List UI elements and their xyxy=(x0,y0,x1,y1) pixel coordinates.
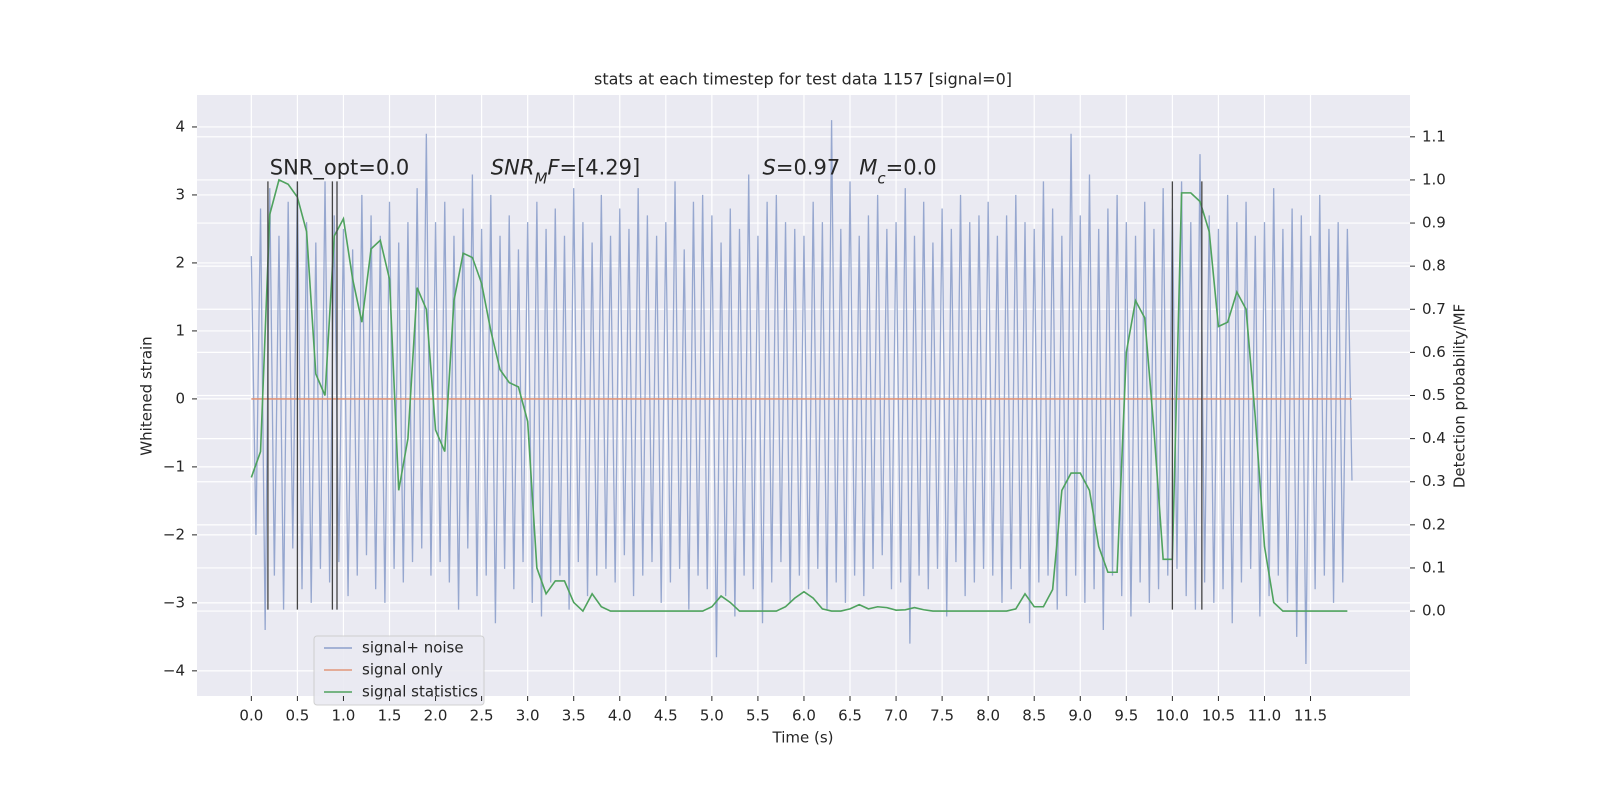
x-axis-label: Time (s) xyxy=(772,729,834,747)
x-tick-label: 9.5 xyxy=(1114,707,1138,725)
x-tick-label: 0.0 xyxy=(239,707,263,725)
x-tick-label: 9.0 xyxy=(1068,707,1092,725)
y2-tick-label: 1.1 xyxy=(1422,127,1446,145)
chart-title: stats at each timestep for test data 115… xyxy=(594,70,1012,89)
x-tick-label: 11.5 xyxy=(1294,707,1327,725)
y2-axis-label: Detection probability/MF xyxy=(1451,304,1469,488)
y2-tick-label: 0.0 xyxy=(1422,602,1446,620)
legend-label: signal+ noise xyxy=(362,639,464,657)
legend-box xyxy=(313,635,485,706)
x-tick-label: 1.0 xyxy=(332,707,356,725)
y-axis-label: Whitened strain xyxy=(138,336,156,455)
x-tick-label: 4.5 xyxy=(654,707,678,725)
y-tick-label: 3 xyxy=(175,185,185,203)
x-tick-label: 10.0 xyxy=(1156,707,1189,725)
y2-tick-label: 0.6 xyxy=(1422,343,1446,361)
annotation-part: c xyxy=(877,170,886,188)
y-tick-label: −3 xyxy=(163,593,185,611)
annotation-part: SNR_opt=0.0 xyxy=(270,156,410,181)
x-tick-label: 8.5 xyxy=(1022,707,1046,725)
x-tick-label: 10.5 xyxy=(1202,707,1235,725)
x-tick-label: 3.0 xyxy=(516,707,540,725)
x-tick-label: 5.0 xyxy=(700,707,724,725)
x-tick-label: 8.0 xyxy=(976,707,1000,725)
x-tick-label: 3.5 xyxy=(562,707,586,725)
annotation: S=0.97 xyxy=(763,156,841,180)
y2-tick-label: 0.7 xyxy=(1422,300,1446,318)
x-tick-label: 6.5 xyxy=(838,707,862,725)
y-tick-label: −4 xyxy=(163,661,185,679)
annotation: SNR_opt=0.0 xyxy=(270,156,410,181)
annotation-part: M xyxy=(534,170,547,188)
x-tick-label: 2.0 xyxy=(424,707,448,725)
y2-tick-label: 1.0 xyxy=(1422,170,1446,188)
y-tick-label: 1 xyxy=(175,321,185,339)
annotation-part: M xyxy=(859,156,877,180)
annotation: SNRMF=[4.29] xyxy=(491,156,640,188)
annotation-part: F xyxy=(547,156,560,180)
y2-tick-label: 0.5 xyxy=(1422,386,1446,404)
x-tick-label: 4.0 xyxy=(608,707,632,725)
y2-tick-label: 0.2 xyxy=(1422,515,1446,533)
x-tick-label: 11.0 xyxy=(1248,707,1281,725)
annotation-part: S xyxy=(763,156,776,180)
series-line xyxy=(250,178,1348,613)
x-tick-label: 7.0 xyxy=(884,707,908,725)
y-tick-label: 4 xyxy=(175,117,185,135)
y-tick-label: 0 xyxy=(175,389,185,407)
annotation: Mc=0.0 xyxy=(859,156,936,188)
y-tick-label: 2 xyxy=(175,253,185,271)
y2-tick-label: 0.3 xyxy=(1422,472,1446,490)
y2-tick-label: 0.4 xyxy=(1422,429,1446,447)
annotation-part: =0.97 xyxy=(776,156,840,180)
x-tick-label: 6.0 xyxy=(792,707,816,725)
x-tick-label: 2.5 xyxy=(470,707,494,725)
annotation-part: =0.0 xyxy=(886,156,937,180)
x-tick-label: 5.5 xyxy=(746,707,770,725)
x-tick-label: 7.5 xyxy=(930,707,954,725)
legend-label: signal statistics xyxy=(362,683,478,701)
legend-label: signal only xyxy=(362,661,443,679)
annotation-part: =[4.29] xyxy=(559,156,640,180)
series-line xyxy=(250,120,1353,665)
y2-tick-label: 0.9 xyxy=(1422,214,1446,232)
y2-tick-label: 0.8 xyxy=(1422,257,1446,275)
x-tick-label: 1.5 xyxy=(378,707,402,725)
annotation-part: SNR xyxy=(491,156,535,180)
y-tick-label: −2 xyxy=(163,525,185,543)
y2-tick-label: 0.1 xyxy=(1422,558,1446,576)
x-tick-label: 0.5 xyxy=(285,707,309,725)
y-tick-label: −1 xyxy=(163,457,185,475)
